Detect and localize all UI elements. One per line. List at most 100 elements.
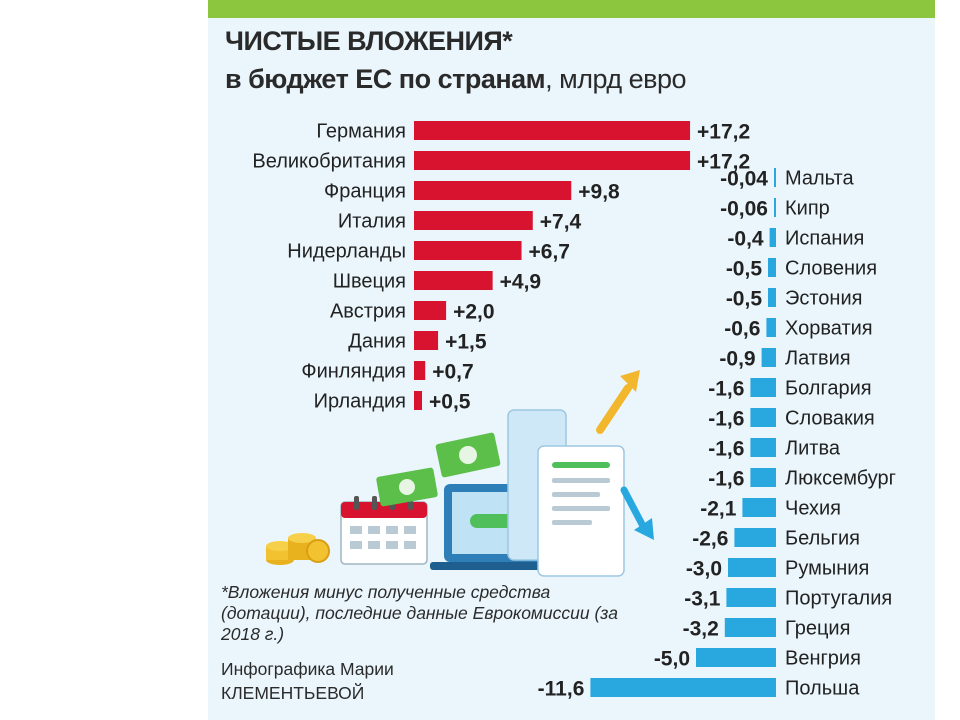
bar <box>414 361 426 380</box>
data-label: +0,7 <box>432 361 473 384</box>
bar <box>750 408 776 427</box>
data-label: -2,6 <box>692 528 728 551</box>
bar <box>774 168 776 187</box>
data-label: -0,6 <box>724 318 760 341</box>
data-label: +7,4 <box>540 211 582 234</box>
category-label: Болгария <box>785 378 872 400</box>
category-label: Нидерланды <box>287 241 406 263</box>
category-label: Греция <box>785 618 850 640</box>
category-label: Венгрия <box>785 648 861 670</box>
category-label: Литва <box>785 438 841 460</box>
category-label: Бельгия <box>785 528 860 550</box>
bar <box>766 318 776 337</box>
bar <box>750 378 776 397</box>
data-label: -2,1 <box>700 498 737 521</box>
bar <box>750 468 776 487</box>
bar <box>726 588 776 607</box>
category-label: Испания <box>785 228 864 250</box>
bar <box>414 121 691 140</box>
data-label: +1,5 <box>445 331 487 354</box>
category-label: Словения <box>785 258 877 280</box>
bar-chart: Германия +17,2 Великобритания +17,2 Франция +… <box>252 121 896 701</box>
bar <box>761 348 776 367</box>
data-label: +6,7 <box>529 241 570 264</box>
data-label: -5,0 <box>654 648 690 671</box>
arrow-up-icon <box>596 370 640 434</box>
data-label: -3,0 <box>686 558 722 581</box>
category-label: Польша <box>785 678 860 700</box>
category-label: Латвия <box>785 348 851 370</box>
bar <box>414 241 522 260</box>
finance-illustration <box>266 370 654 577</box>
data-label: +17,2 <box>697 121 750 144</box>
data-label: -0,9 <box>719 348 755 371</box>
data-label: -0,5 <box>726 288 763 311</box>
bar <box>728 558 776 577</box>
category-label: Кипр <box>785 198 830 220</box>
infographic-panel: Германия +17,2 Великобритания +17,2 Франция +… <box>208 0 935 720</box>
data-label: -1,6 <box>708 408 744 431</box>
data-label: -0,04 <box>720 168 768 191</box>
data-label: -1,6 <box>708 438 744 461</box>
category-label: Словакия <box>785 408 875 430</box>
cash-banknote-icon <box>376 432 501 507</box>
category-label: Чехия <box>785 498 841 520</box>
data-label: -1,6 <box>708 468 744 491</box>
category-label: Дания <box>348 331 406 353</box>
bar <box>414 151 691 170</box>
category-label: Ирландия <box>314 391 406 413</box>
bar <box>724 618 776 637</box>
credit: Инфографика Марии КЛЕМЕНТЬЕВОЙ <box>221 657 521 705</box>
data-label: +4,9 <box>500 271 541 294</box>
category-label: Италия <box>338 211 406 233</box>
data-label: -3,2 <box>683 618 719 641</box>
chart-subtitle: в бюджет ЕС по странам, млрд евро <box>225 64 687 95</box>
bar <box>414 211 533 230</box>
subtitle-units: , млрд евро <box>545 64 687 94</box>
category-label: Румыния <box>785 558 869 580</box>
bar <box>769 228 776 247</box>
bar <box>414 331 439 350</box>
chart-title: ЧИСТЫЕ ВЛОЖЕНИЯ* <box>225 26 513 56</box>
category-label: Португалия <box>785 588 892 610</box>
category-label: Люксембург <box>785 468 896 490</box>
bar <box>742 498 776 517</box>
data-label: +17,2 <box>697 151 750 174</box>
calendar-icon <box>340 496 428 565</box>
bar <box>590 678 776 697</box>
data-label: +2,0 <box>453 301 494 324</box>
bar <box>696 648 776 667</box>
category-label: Германия <box>316 121 406 143</box>
category-label: Мальта <box>785 168 854 190</box>
data-label: -1,6 <box>708 378 744 401</box>
data-label: -11,6 <box>538 678 585 701</box>
data-label: +9,8 <box>578 181 620 204</box>
category-label: Швеция <box>333 271 406 293</box>
credit-line-1: Инфографика Марии <box>221 659 394 679</box>
top-accent-strip <box>208 0 935 18</box>
bar <box>414 391 423 410</box>
positive-bars: Германия +17,2 Великобритания +17,2 Франция +… <box>252 121 750 414</box>
bar <box>414 181 572 200</box>
data-label: -0,06 <box>720 198 768 221</box>
data-label: +0,5 <box>429 391 471 414</box>
category-label: Финляндия <box>301 361 406 383</box>
document-icon <box>507 409 625 577</box>
category-label: Эстония <box>785 288 862 310</box>
data-label: -0,4 <box>727 228 764 251</box>
bar <box>768 288 776 307</box>
coins-icon <box>266 533 330 565</box>
bar <box>750 438 776 457</box>
data-label: -0,5 <box>726 258 763 281</box>
category-label: Австрия <box>330 301 406 323</box>
bar <box>774 198 776 217</box>
arrow-down-icon <box>620 486 654 540</box>
bar <box>414 301 447 320</box>
bar <box>734 528 776 547</box>
category-label: Великобритания <box>252 151 406 173</box>
category-label: Хорватия <box>785 318 873 340</box>
negative-bars: -0,04 Мальта -0,06 Кипр -0,4 Испания -0,5 Слове… <box>538 168 896 701</box>
data-label: -3,1 <box>684 588 721 611</box>
bar <box>768 258 776 277</box>
footnote: *Вложения минус полученные средства (дот… <box>221 582 618 644</box>
